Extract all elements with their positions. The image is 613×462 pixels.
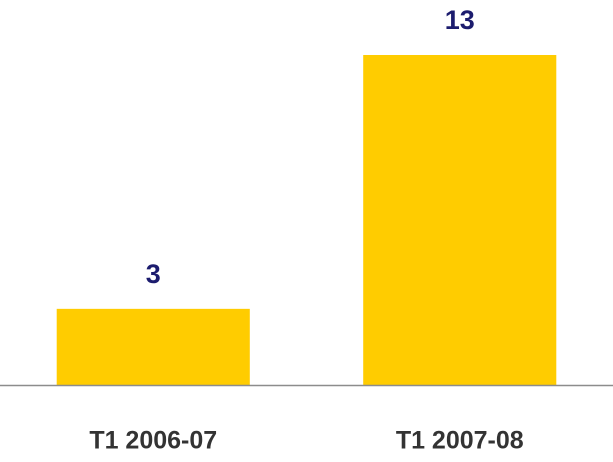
bar	[56, 308, 250, 385]
value-label: 3	[146, 259, 161, 289]
bar	[363, 55, 557, 385]
value-label: 13	[445, 5, 475, 35]
x-tick-label: T1 2006-07	[89, 427, 217, 455]
x-tick-label: T1 2007-08	[396, 427, 524, 455]
